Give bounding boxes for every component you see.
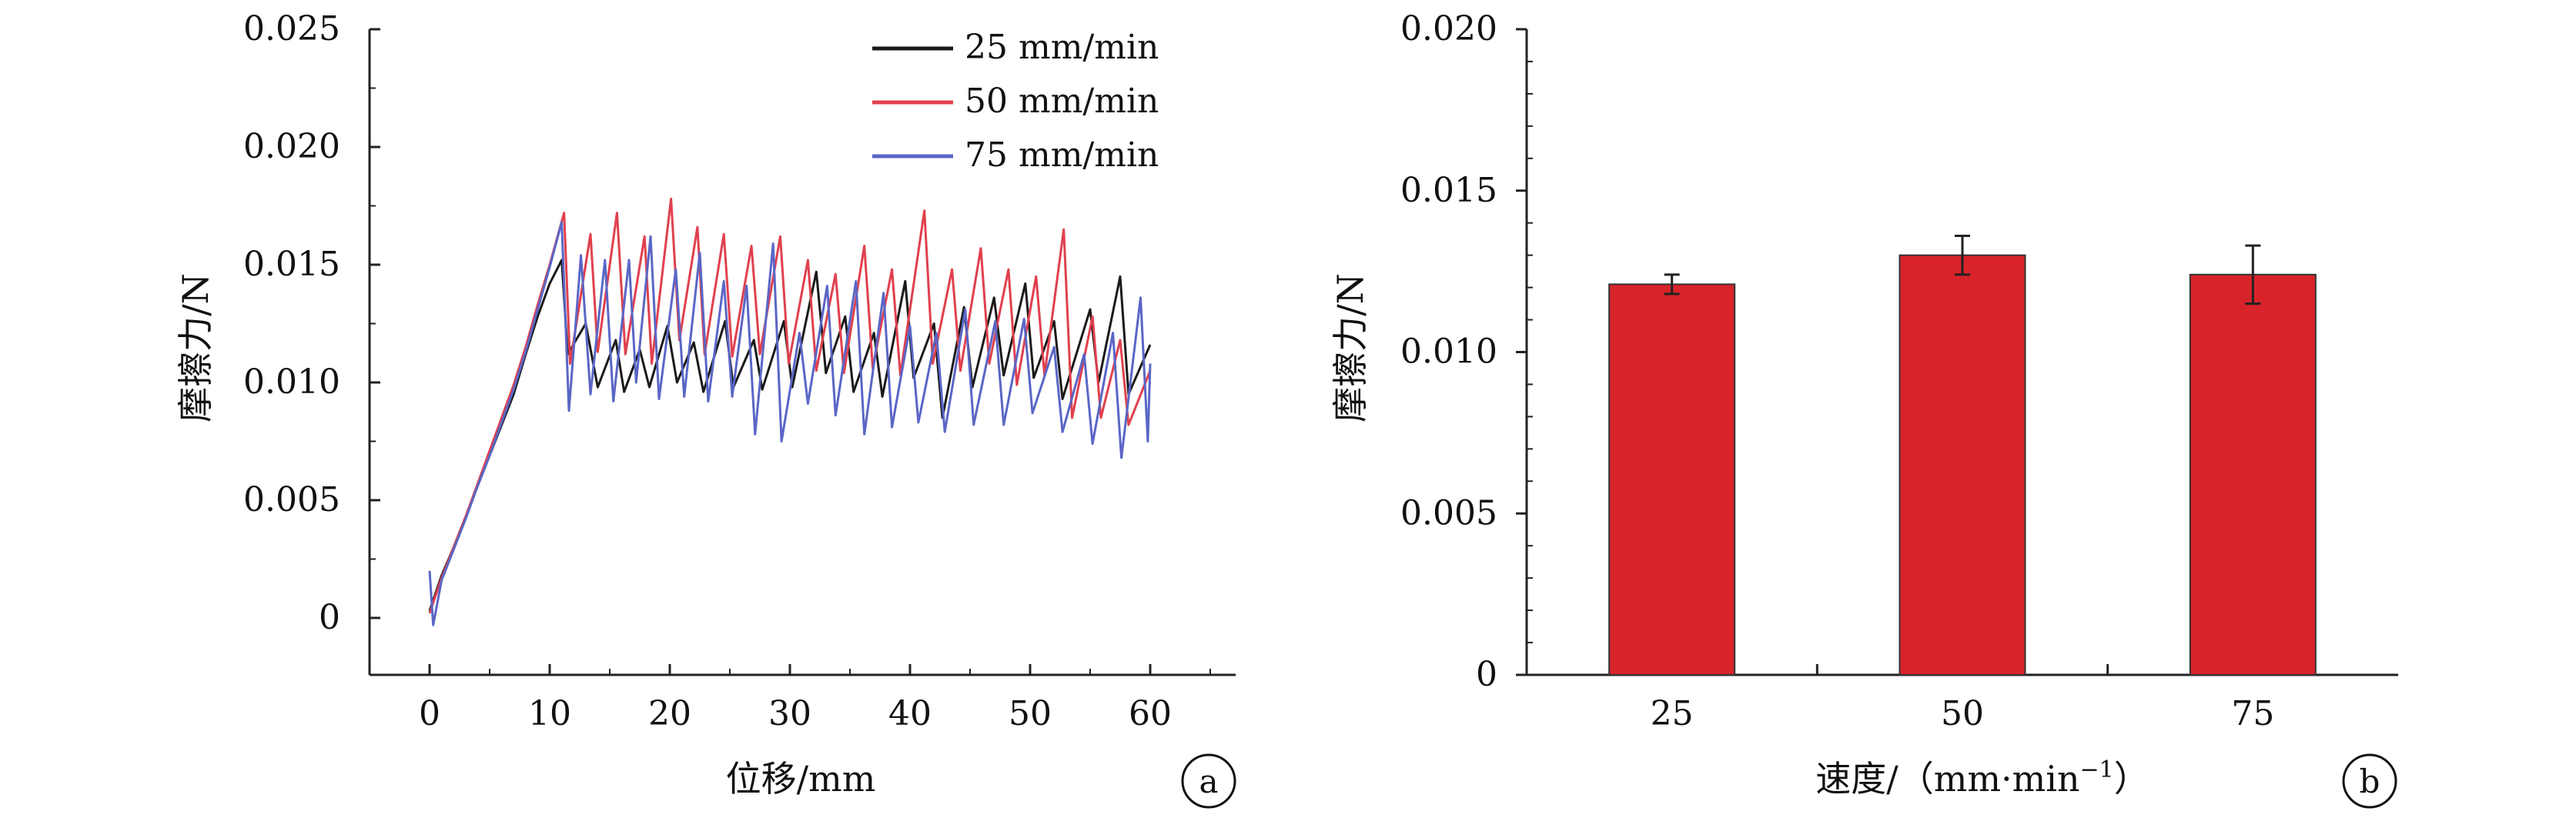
panel-a-y-tick-label: 0.015 [243,245,340,284]
panel-a-y-tick-label: 0.010 [243,362,340,402]
panel-b-x-tick-label: 25 [1651,694,1694,733]
bar-50 [1899,254,2026,676]
panel-a-axes [368,28,1236,676]
panel-a-series [428,197,1152,626]
panel-b-x-axis-label-sup: −1 [2080,756,2114,783]
panel-a-y-tick-label: 0.025 [243,9,340,48]
panel-b-label: b [2360,763,2380,800]
panel-a-y-tick-label: 0 [319,598,340,637]
series-line-75 [428,221,1152,626]
panel-a-x-tick-label: 50 [1009,694,1052,733]
bar-25 [1608,283,1736,676]
panel-a-x-tick-label: 40 [888,694,932,733]
panel-b-y-tick-label: 0.010 [1400,332,1497,372]
panel-a-x-tick-label: 10 [528,694,571,733]
panel-b-y-tick-labels: 0 0.005 0.010 0.015 0.020 [1400,9,1497,694]
panel-a-x-tick-label: 20 [648,694,691,733]
panel-b-label-badge: b [2342,753,2397,809]
panel-a-x-tick-label: 0 [419,694,440,733]
panel-a-x-tick-labels: 0 10 20 30 40 50 60 [419,694,1172,733]
legend-label-25: 25 mm/min [965,28,1159,67]
panel-a-label-badge: a [1181,753,1236,809]
panel-a-line-chart: 0 0.005 0.010 0.015 0.020 0.025 0 10 20 30 40 50 60… [175,9,1236,809]
panel-a-x-axis-label: 位移/mm [726,758,876,800]
panel-b-x-tick-label: 75 [2231,694,2274,733]
panel-a-label: a [1199,763,1218,800]
panel-b-y-tick-label: 0 [1476,655,1497,694]
panel-b-y-tick-label: 0.020 [1400,9,1497,48]
series-line-25 [428,259,1152,612]
panel-a-x-tick-label: 60 [1129,694,1172,733]
panel-b-bar-chart: 0 0.005 0.010 0.015 0.020 25 50 75 速度/（mm·min−… [1330,9,2398,809]
panel-b-x-tick-labels: 25 50 75 [1651,694,2275,733]
panel-a-y-tick-label: 0.020 [243,127,340,166]
panel-a-y-tick-labels: 0 0.005 0.010 0.015 0.020 0.025 [243,9,340,637]
legend-label-50: 50 mm/min [965,82,1159,121]
legend-label-75: 75 mm/min [965,135,1159,175]
panel-b-x-axis-label-main: 速度/（mm·min [1815,758,2079,800]
panel-b-y-tick-label: 0.005 [1400,493,1497,533]
panel-b-x-axis-label: 速度/（mm·min−1） [1815,756,2149,800]
panel-b-bars [1608,234,2317,676]
legend-entry-50: 50 mm/min [872,82,1159,121]
panel-b-y-axis-label: 摩擦力/N [1330,273,1371,422]
panel-b-x-axis-label-close: ） [2114,758,2149,800]
panel-a-x-tick-label: 30 [768,694,811,733]
panel-a-y-axis-label: 摩擦力/N [175,273,216,422]
panel-a-legend: 25 mm/min 50 mm/min 75 mm/min [872,28,1159,175]
series-line-50 [428,197,1152,614]
panel-b-y-tick-label: 0.015 [1400,171,1497,210]
legend-entry-75: 75 mm/min [872,135,1159,175]
legend-entry-25: 25 mm/min [872,28,1159,67]
panel-b-x-tick-label: 50 [1941,694,1984,733]
bar-75 [2189,273,2317,676]
panel-a-y-tick-label: 0.005 [243,480,340,519]
panel-b-label-circle [2342,753,2397,809]
panel-a-label-circle [1181,753,1236,809]
